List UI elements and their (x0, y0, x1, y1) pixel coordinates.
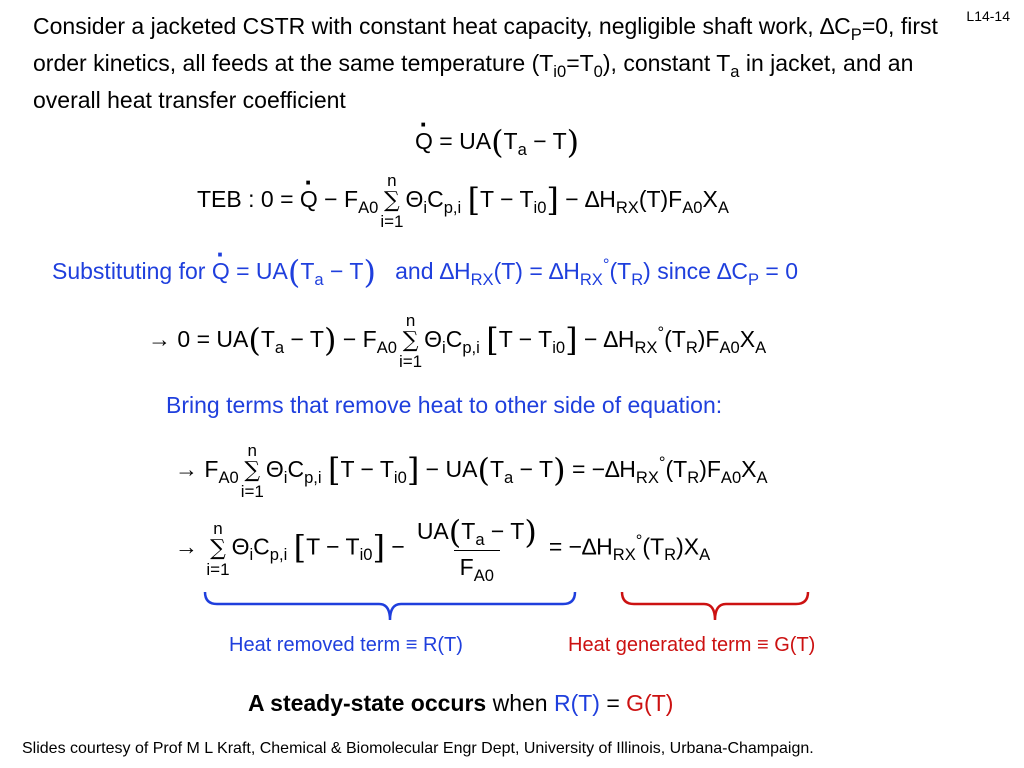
heat-generated-brace (620, 591, 810, 621)
equation-substituted: → 0 = UA(Ta − T) − FA0 n ∑ i=1 ΘiCp,i [T − T… (148, 311, 767, 371)
summation-symbol: n ∑ i=1 (380, 171, 404, 231)
summation-symbol: n ∑ i=1 (240, 441, 264, 501)
footer-credits: Slides courtesy of Prof M L Kraft, Chemi… (22, 740, 814, 757)
slide-number: L14-14 (966, 8, 1010, 24)
summation-symbol: n ∑ i=1 (398, 311, 423, 371)
equation-final: → n ∑ i=1 ΘiCp,i [T − Ti0] − UA(Ta − T) FA0 = … (175, 513, 711, 585)
heat-removed-brace (203, 591, 577, 621)
substitution-line: Substituting for Q = UA(Ta − T) and ∆HRX… (52, 256, 798, 288)
bring-terms-note: Bring terms that remove heat to other si… (166, 392, 723, 418)
heat-removed-label: Heat removed term ≡ R(T) (229, 634, 463, 656)
fraction: UA(Ta − T) FA0 (416, 513, 537, 585)
steady-state-statement: A steady-state occurs when R(T) = G(T) (248, 690, 674, 716)
summation-symbol: n ∑ i=1 (206, 518, 230, 579)
heat-generated-label: Heat generated term ≡ G(T) (568, 634, 816, 656)
equation-heat-removal: Q = UA(Ta − T) (415, 126, 579, 158)
intro-paragraph: Consider a jacketed CSTR with constant h… (33, 13, 938, 113)
equation-rearranged: → FA0 n ∑ i=1 ΘiCp,i [T − Ti0] − UA(Ta − T) … (175, 441, 768, 501)
